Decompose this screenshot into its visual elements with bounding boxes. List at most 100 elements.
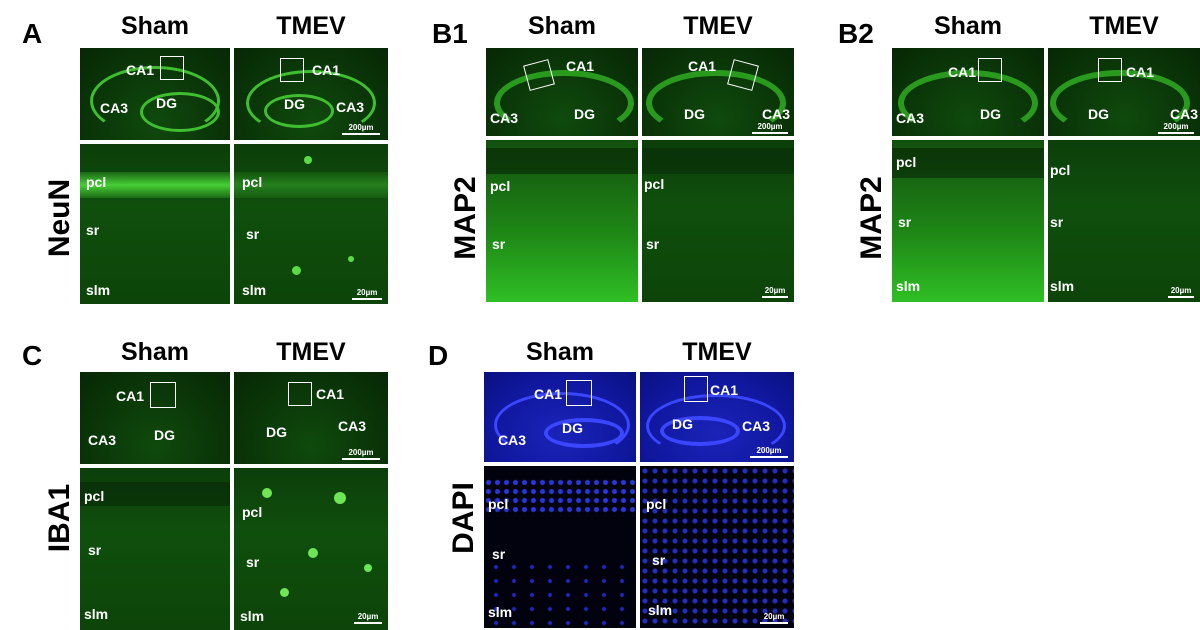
stain-label: DAPI [447,482,480,554]
micrograph-tmev-detail: pcl sr slm 20µm [234,144,388,304]
microglia-cell [262,488,272,498]
microglia-cell [334,492,346,504]
stain-label: MAP2 [449,176,482,260]
region-label: CA3 [498,432,527,448]
region-label: CA1 [566,58,595,74]
layer-label: sr [1050,214,1064,230]
layer-label: slm [1050,278,1075,294]
cell [304,156,312,164]
panel-letter-c: C [22,340,43,371]
micrograph-sham-overview: CA1 CA3 DG [892,48,1044,136]
roi-box [288,382,312,406]
nuclei-scatter [484,556,636,628]
region-label: DG [154,427,175,443]
scale-bar: 200µm [752,122,788,134]
micrograph-sham-overview: CA1 CA3 DG [80,48,230,140]
micrograph-tmev-overview: CA1 DG CA3 200µm [640,372,794,462]
col-head-sham: Sham [120,12,190,40]
micrograph-sham-detail: pcl sr slm [80,468,230,630]
cell [292,266,301,275]
scale-bar-label: 200µm [756,446,782,455]
pyramidal-cell-layer [80,172,230,198]
micrograph-tmev-overview: CA1 DG CA3 200µm [642,48,794,136]
micrograph-sham-detail: pcl sr slm [892,140,1044,302]
region-label: DG [1088,106,1109,122]
layer-label: pcl [896,154,917,170]
roi-box [978,58,1002,82]
region-label: DG [562,420,583,436]
col-head-tmev: TMEV [276,12,346,40]
region-label: CA1 [312,62,341,78]
layer-label: sr [646,236,660,252]
region-label: CA3 [762,106,791,122]
dg-band [140,92,220,132]
scale-bar: 20µm [354,612,382,624]
col-head-tmev: TMEV [683,12,753,40]
ca-band [898,70,1038,136]
layer-label: sr [246,226,260,242]
pyramidal-cell-layer [892,148,1044,178]
ca-band [494,392,630,458]
layer-label: sr [492,546,506,562]
micrograph-tmev-detail: pcl sr slm 20µm [1048,140,1200,302]
layer-label: pcl [488,496,509,512]
region-label: CA1 [534,386,563,402]
roi-box [1098,58,1122,82]
col-head-sham: Sham [525,338,595,366]
scale-bar-label: 20µm [763,612,785,621]
layer-label: slm [86,282,111,298]
layer-label: slm [84,606,109,622]
region-label: CA1 [1126,64,1155,80]
region-label: CA3 [336,99,365,115]
micrograph-sham-overview: CA1 CA3 DG [486,48,638,136]
ca-band [90,66,220,136]
roi-box [684,376,708,402]
layer-label: sr [652,552,666,568]
microglia-cell [308,548,318,558]
layer-label: sr [88,542,102,558]
roi-box [280,58,304,82]
scale-bar: 200µm [750,446,788,458]
pyramidal-cell-layer [80,482,230,506]
region-label: CA1 [316,386,345,402]
scale-bar-label: 200µm [348,123,374,132]
layer-label: slm [240,608,265,624]
scale-bar-label: 200µm [348,448,374,457]
scale-bar: 200µm [1158,122,1194,134]
scale-bar-label: 20µm [356,288,378,297]
region-label: CA1 [688,58,717,74]
roi-box [160,56,184,80]
scale-bar-label: 20µm [1170,286,1192,295]
micrograph-tmev-detail: pcl sr 20µm [642,140,794,302]
region-label: CA1 [116,388,145,404]
layer-label: sr [246,554,260,570]
layer-label: slm [242,282,267,298]
layer-label: sr [492,236,506,252]
ca-band [494,70,634,136]
region-label: CA1 [710,382,739,398]
scale-bar: 20µm [1168,286,1194,298]
region-label: DG [684,106,705,122]
stain-label: MAP2 [855,176,888,260]
col-head-sham: Sham [527,12,597,40]
roi-box [150,382,176,408]
scale-bar: 20µm [760,612,788,624]
layer-label: pcl [646,496,667,512]
region-label: CA3 [338,418,367,434]
micrograph-tmev-overview: CA1 DG CA3 200µm [234,372,388,464]
microglia-cell [364,564,372,572]
region-label: DG [284,96,305,112]
region-label: CA3 [742,418,771,434]
region-label: CA1 [126,62,155,78]
region-label: CA3 [1170,106,1199,122]
layer-label: pcl [242,174,263,190]
scale-bar: 200µm [342,448,380,460]
panel-letter-b2: B2 [838,18,874,49]
micrograph-sham-detail: pcl sr slm [484,466,636,628]
region-label: DG [156,95,177,111]
region-label: DG [266,424,287,440]
pyramidal-cell-layer [484,478,636,516]
micrograph-sham-detail: pcl sr [486,140,638,302]
micrograph-tmev-overview: CA1 DG CA3 200µm [1048,48,1200,136]
layer-label: pcl [1050,162,1071,178]
